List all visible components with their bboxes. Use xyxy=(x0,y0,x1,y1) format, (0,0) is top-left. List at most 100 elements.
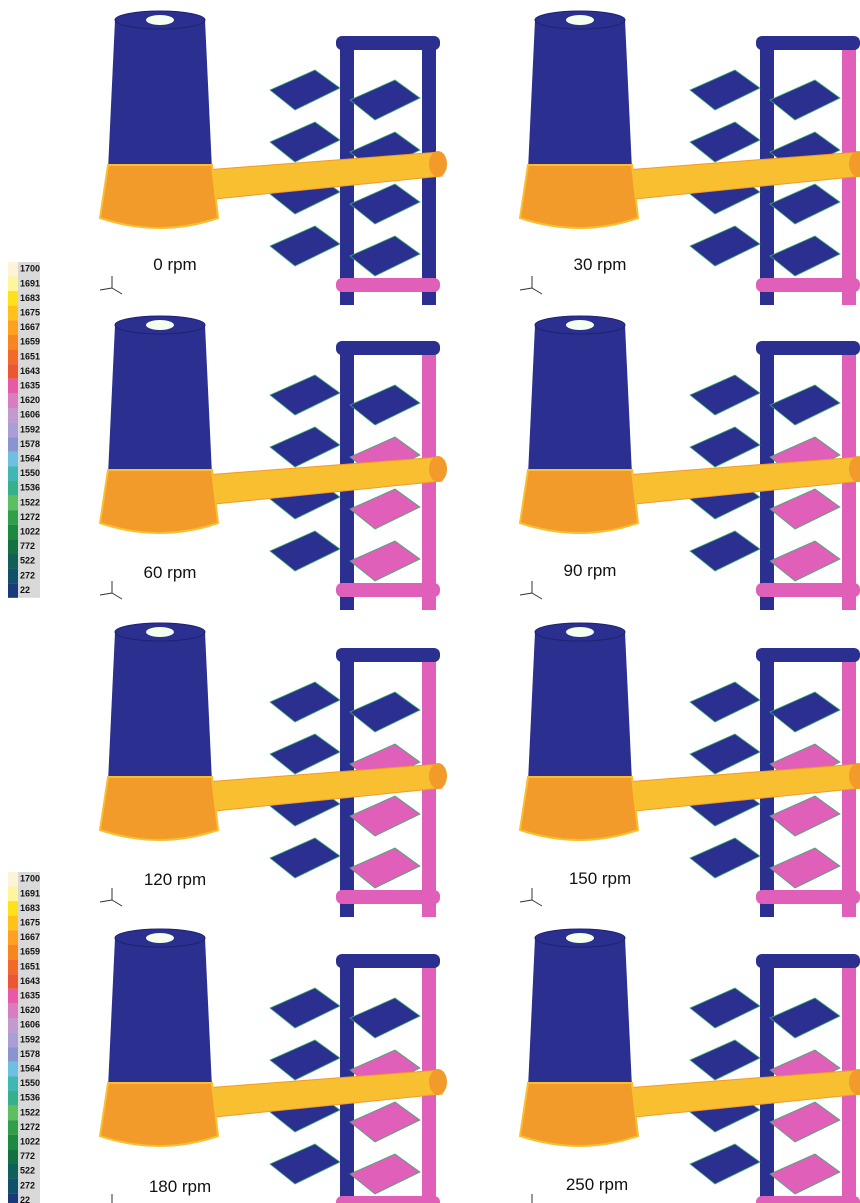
tower-opening xyxy=(146,627,174,637)
panel-label: 60 rpm xyxy=(144,563,197,582)
legend-swatch xyxy=(8,364,18,379)
legend-swatch xyxy=(8,525,18,540)
casting-plate xyxy=(270,988,340,1028)
axis-triad xyxy=(112,900,122,906)
casting-plate xyxy=(770,1102,840,1142)
legend-swatch xyxy=(8,989,18,1004)
casting-plate xyxy=(690,1040,760,1080)
legend-swatch xyxy=(8,466,18,481)
frame-bar xyxy=(336,341,440,355)
frame-bar xyxy=(756,648,860,662)
casting-plate xyxy=(350,1154,420,1194)
legend-value: 22 xyxy=(20,585,30,595)
casting-plate xyxy=(350,236,420,276)
casting-plate xyxy=(690,531,760,571)
legend-swatch xyxy=(8,510,18,525)
legend-swatch xyxy=(8,408,18,423)
tower-upper xyxy=(528,20,632,170)
frame-bar xyxy=(756,954,860,968)
frame-bar xyxy=(336,1196,440,1203)
axis-triad xyxy=(520,593,532,595)
legend-value: 1675 xyxy=(20,917,40,927)
legend-swatch xyxy=(8,437,18,452)
casting-plate xyxy=(690,427,760,467)
legend-value: 1272 xyxy=(20,1122,40,1132)
legend-value: 1620 xyxy=(20,395,40,405)
legend-swatch xyxy=(8,350,18,365)
axis-triad xyxy=(532,288,542,294)
panel-label: 150 rpm xyxy=(569,869,631,888)
simulation-panel xyxy=(520,11,860,305)
legend-swatch xyxy=(8,960,18,975)
legend-value: 1635 xyxy=(20,380,40,390)
casting-plate xyxy=(270,70,340,110)
tower-lower xyxy=(100,1083,218,1146)
legend-value: 1683 xyxy=(20,903,40,913)
legend-value: 1522 xyxy=(20,1107,40,1117)
legend-value: 772 xyxy=(20,1151,35,1161)
casting-plate xyxy=(770,1154,840,1194)
casting-plate xyxy=(350,848,420,888)
frame-bar xyxy=(336,36,440,50)
legend-swatch xyxy=(8,1091,18,1106)
legend-swatch xyxy=(8,916,18,931)
frame-bar xyxy=(756,1196,860,1203)
legend-value: 1659 xyxy=(20,947,40,957)
color-legend: 1700169116831675166716591651164316351620… xyxy=(8,262,40,598)
legend-swatch xyxy=(8,1164,18,1179)
legend-value: 1550 xyxy=(20,1078,40,1088)
casting-plate xyxy=(270,734,340,774)
legend-value: 22 xyxy=(20,1195,30,1203)
casting-plate xyxy=(770,541,840,581)
legend-swatch xyxy=(8,1120,18,1135)
color-legend: 1700169116831675166716591651164316351620… xyxy=(8,872,40,1203)
legend-swatch xyxy=(8,887,18,902)
tower-lower xyxy=(520,1083,638,1146)
casting-plate xyxy=(770,848,840,888)
tower-upper xyxy=(528,938,632,1088)
legend-swatch xyxy=(8,291,18,306)
legend-value: 1606 xyxy=(20,410,40,420)
tower-lower xyxy=(100,777,218,840)
legend-value: 1683 xyxy=(20,293,40,303)
panel-label: 90 rpm xyxy=(564,561,617,580)
legend-swatch xyxy=(8,1018,18,1033)
simulation-panel xyxy=(520,929,860,1203)
legend-value: 1550 xyxy=(20,468,40,478)
legend-swatch xyxy=(8,1193,18,1203)
axis-triad xyxy=(520,288,532,290)
runner-end xyxy=(429,1069,447,1095)
legend-value: 1578 xyxy=(20,439,40,449)
figure: 0 rpm30 rpm60 rpm90 rpm120 rpm150 rpm180… xyxy=(0,0,860,1203)
legend-value: 1578 xyxy=(20,1049,40,1059)
legend-value: 522 xyxy=(20,1166,35,1176)
casting-plate xyxy=(350,998,420,1038)
axis-triad xyxy=(532,593,542,599)
frame-bar xyxy=(336,278,440,292)
legend-value: 1675 xyxy=(20,307,40,317)
axis-triad xyxy=(112,288,122,294)
casting-plate xyxy=(690,122,760,162)
legend-swatch xyxy=(8,945,18,960)
casting-plate xyxy=(270,531,340,571)
legend-value: 1272 xyxy=(20,512,40,522)
casting-plate xyxy=(270,122,340,162)
tower-upper xyxy=(528,632,632,782)
casting-plate xyxy=(270,375,340,415)
tower-upper xyxy=(108,632,212,782)
casting-plate xyxy=(770,489,840,529)
legend-swatch xyxy=(8,277,18,292)
casting-plate xyxy=(690,375,760,415)
tower-upper xyxy=(108,20,212,170)
legend-value: 1592 xyxy=(20,424,40,434)
legend-swatch xyxy=(8,901,18,916)
legend-swatch xyxy=(8,335,18,350)
casting-plate xyxy=(350,80,420,120)
casting-plate xyxy=(270,427,340,467)
frame-bar xyxy=(756,36,860,50)
axis-triad xyxy=(100,900,112,902)
tower-lower xyxy=(100,165,218,228)
frame-bar xyxy=(336,583,440,597)
legend-swatch xyxy=(8,496,18,511)
frame-bar xyxy=(336,954,440,968)
